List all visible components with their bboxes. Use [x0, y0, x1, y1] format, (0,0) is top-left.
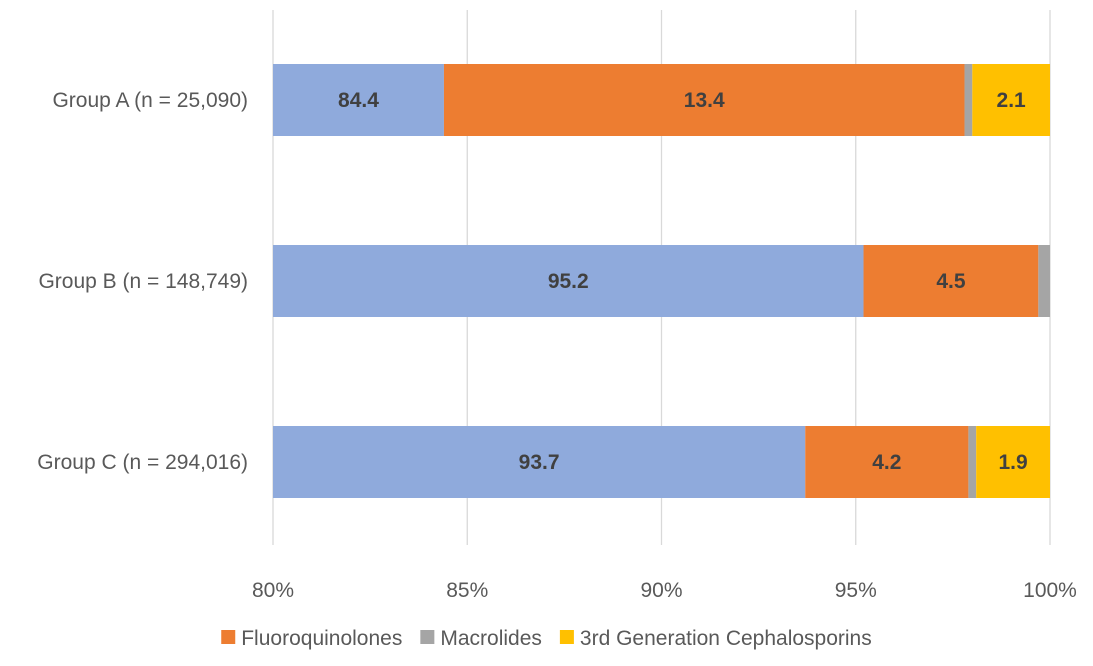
legend-label: 3rd Generation Cephalosporins — [580, 627, 872, 650]
legend-swatch — [420, 630, 435, 644]
data-label: 4.5 — [936, 270, 966, 293]
category-axis: Group A (n = 25,090) Group B (n = 148,749… — [37, 89, 248, 474]
data-labels: 84.4 13.4 2.1 95.2 4.5 93.7 4.2 1.9 — [338, 89, 1028, 474]
value-axis: 80% 85% 90% 95% 100% — [252, 579, 1077, 602]
data-label: 1.9 — [998, 451, 1027, 474]
bar-segment — [976, 426, 1050, 498]
bar-segment — [273, 64, 444, 136]
legend-swatch — [221, 630, 236, 644]
legend: Fluoroquinolones Macrolides 3rd Generation… — [221, 627, 872, 650]
data-label: 93.7 — [519, 451, 560, 474]
x-tick-label: 80% — [252, 579, 294, 602]
bar-segment — [443, 64, 965, 136]
legend-label: Macrolides — [440, 627, 542, 650]
data-label: 13.4 — [684, 89, 725, 112]
bar-segment — [863, 245, 1039, 317]
x-tick-label: 85% — [446, 579, 488, 602]
bar-segment — [968, 426, 977, 498]
data-label: 84.4 — [338, 89, 379, 112]
category-label: Group A (n = 25,090) — [52, 89, 248, 112]
x-tick-label: 95% — [835, 579, 877, 602]
x-tick-label: 100% — [1023, 579, 1077, 602]
x-tick-label: 90% — [640, 579, 682, 602]
data-label: 2.1 — [997, 89, 1027, 112]
category-label: Group C (n = 294,016) — [37, 451, 248, 474]
bar-segment — [805, 426, 969, 498]
bars — [273, 64, 1050, 498]
legend-swatch — [559, 630, 574, 644]
bar-segment — [1038, 245, 1050, 317]
legend-label: Fluoroquinolones — [241, 627, 402, 650]
bar-segment — [972, 64, 1050, 136]
bar-segment — [273, 245, 864, 317]
data-label: 95.2 — [548, 270, 589, 293]
data-label: 4.2 — [872, 451, 901, 474]
category-label: Group B (n = 148,749) — [38, 270, 248, 293]
bar-segment — [273, 426, 806, 498]
bar-segment — [964, 64, 973, 136]
